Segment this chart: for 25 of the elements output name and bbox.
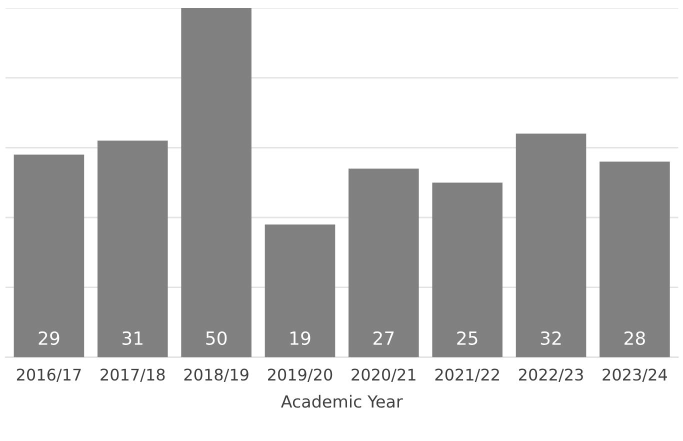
bar — [600, 162, 670, 358]
data-label: 19 — [290, 331, 310, 345]
x-tick-label: 2018/19 — [184, 368, 248, 382]
x-tick-label: 2022/23 — [519, 368, 583, 382]
data-label: 27 — [374, 331, 394, 345]
data-label: 28 — [624, 331, 645, 345]
bar — [264, 224, 336, 358]
bar — [516, 134, 586, 358]
bar — [14, 154, 84, 358]
data-label: 50 — [206, 331, 227, 345]
bar — [181, 8, 252, 358]
data-label: 32 — [540, 331, 561, 345]
bar — [348, 168, 419, 358]
x-tick-label: 2023/24 — [602, 368, 667, 382]
x-tick-label: 2021/22 — [435, 368, 499, 382]
bar — [432, 182, 502, 358]
x-tick-label: 2020/21 — [352, 368, 416, 382]
data-label: 29 — [38, 331, 60, 345]
data-label: 31 — [122, 331, 142, 345]
x-axis-title: Academic Year — [281, 394, 403, 408]
x-tick-label: 2019/20 — [268, 368, 332, 382]
x-tick-label: 2016/17 — [16, 368, 81, 382]
x-tick-label: 2017/18 — [100, 368, 165, 382]
bar — [98, 140, 168, 358]
data-label: 25 — [457, 331, 478, 345]
